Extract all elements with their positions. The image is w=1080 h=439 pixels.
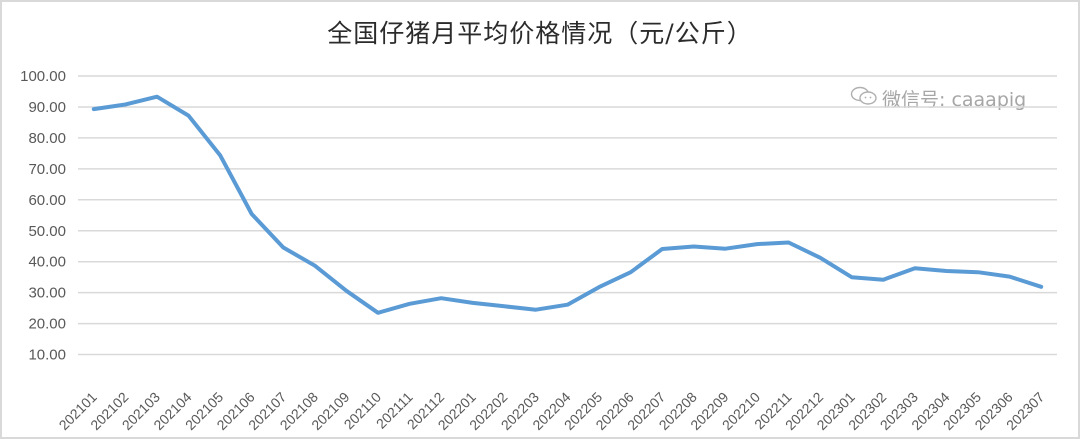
y-tick-label: 20.00 — [28, 316, 66, 333]
watermark: 微信号: caaapig — [850, 85, 1026, 112]
y-tick-label: 10.00 — [28, 347, 66, 364]
y-tick-label: 30.00 — [28, 285, 66, 302]
y-tick-label: 90.00 — [28, 99, 66, 116]
chart-title: 全国仔猪月平均价格情况（元/公斤） — [327, 19, 753, 48]
wechat-icon — [850, 85, 878, 112]
y-tick-label: 50.00 — [28, 223, 66, 240]
y-tick-label: 70.00 — [28, 161, 66, 178]
price-series-line — [91, 94, 1044, 315]
y-tick-label: 80.00 — [28, 130, 66, 147]
watermark-text: 微信号: caaapig — [882, 89, 1027, 111]
y-tick-label: 40.00 — [28, 254, 66, 271]
y-tick-label: 100.00 — [20, 68, 66, 85]
y-tick-label: 60.00 — [28, 192, 66, 209]
